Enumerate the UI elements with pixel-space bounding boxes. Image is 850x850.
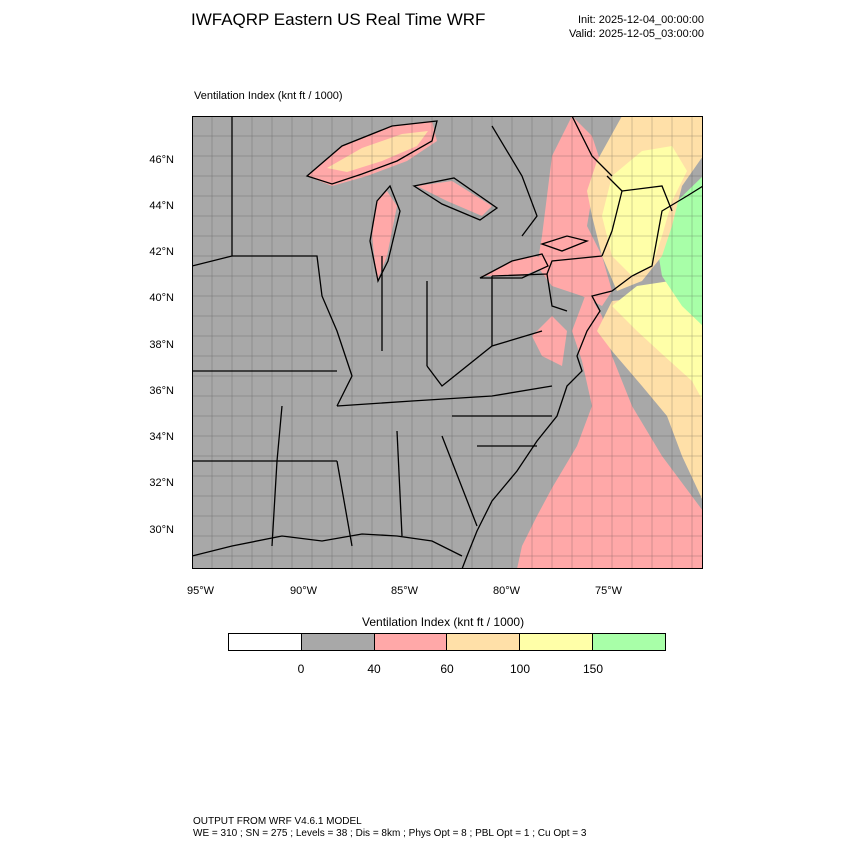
lat-label-46: 46°N: [149, 154, 174, 166]
lat-label-38: 38°N: [149, 339, 174, 351]
valid-time: Valid: 2025-12-05_03:00:00: [569, 28, 704, 40]
colorbar-label-150: 150: [582, 662, 604, 676]
colorbar-seg-0: [229, 634, 302, 650]
time-info: Init: 2025-12-04_00:00:00 Valid: 2025-12…: [569, 13, 704, 41]
lon-label-85: 85°W: [391, 585, 419, 597]
lat-label-44: 44°N: [149, 200, 174, 212]
colorbar-title: Ventilation Index (knt ft / 1000): [362, 615, 525, 629]
map-subtitle: Ventilation Index (knt ft / 1000): [194, 90, 343, 102]
plot-title: IWFAQRP Eastern US Real Time WRF: [191, 10, 486, 29]
state-boundaries: [192, 116, 703, 569]
field-100-150-offshore: [612, 276, 703, 401]
field-40-60-lake-erie: [482, 256, 547, 276]
lat-label-42: 42°N: [149, 246, 174, 258]
colorbar-seg-4: [520, 634, 594, 650]
colorbar-label-0: 0: [297, 662, 305, 676]
colorbar: [228, 633, 666, 651]
colorbar-seg-5: [593, 634, 665, 650]
field-40-60-offshore: [517, 291, 703, 569]
lat-label-30: 30°N: [149, 524, 174, 536]
colorbar-label-100: 100: [509, 662, 531, 676]
county-boundaries: [192, 116, 703, 569]
colorbar-seg-2: [374, 634, 448, 650]
field-100-150-northeast: [602, 146, 687, 276]
field-40-60-northeast: [537, 116, 612, 306]
colorbar-seg-3: [447, 634, 521, 650]
map-frame: [192, 116, 703, 569]
lon-label-75: 75°W: [595, 585, 623, 597]
field-40-60-lake-huron: [417, 181, 492, 216]
lat-label-32: 32°N: [149, 477, 174, 489]
colorbar-seg-1: [301, 634, 375, 650]
lat-label-34: 34°N: [149, 431, 174, 443]
lon-label-95: 95°W: [187, 585, 215, 597]
lon-label-80: 80°W: [493, 585, 521, 597]
field-60-100-lake-superior: [327, 131, 428, 172]
footer-line-1: OUTPUT FROM WRF V4.6.1 MODEL: [193, 816, 362, 827]
lat-label-40: 40°N: [149, 292, 174, 304]
colorbar-label-60: 60: [440, 662, 454, 676]
colorbar-label-40: 40: [367, 662, 381, 676]
footer-line-2: WE = 310 ; SN = 275 ; Levels = 38 ; Dis …: [193, 828, 587, 839]
init-time: Init: 2025-12-04_00:00:00: [578, 14, 704, 26]
lon-label-90: 90°W: [290, 585, 318, 597]
lat-label-36: 36°N: [149, 385, 174, 397]
field-40-60-chesapeake: [532, 316, 567, 366]
ventilation-map: [192, 116, 703, 569]
model-footer: OUTPUT FROM WRF V4.6.1 MODEL WE = 310 ; …: [193, 816, 586, 840]
